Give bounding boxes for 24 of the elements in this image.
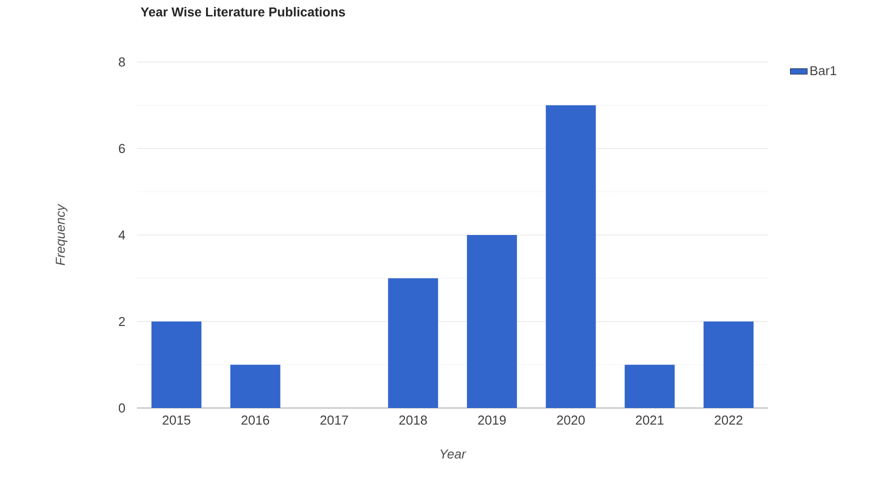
x-tick-label: 2016: [242, 416, 270, 425]
legend-label: Bar1: [810, 66, 836, 76]
bar: [704, 322, 754, 408]
bar: [388, 278, 438, 408]
chart-title: Year Wise Literature Publications: [140, 6, 345, 17]
y-tick-label: 2: [118, 316, 125, 326]
y-tick-label: 6: [118, 144, 125, 154]
bar: [151, 322, 202, 408]
x-axis-title: Year: [440, 450, 466, 459]
bar: [624, 364, 675, 408]
x-tick-label: 2022: [714, 416, 742, 425]
y-axis-title: Frequency: [56, 204, 68, 266]
y-tick-label: 4: [118, 230, 126, 240]
y-tick-label: 0: [118, 403, 125, 413]
x-tick-label: 2015: [162, 416, 190, 425]
x-tick-label: 2019: [478, 416, 506, 425]
y-tick-label: 8: [118, 57, 125, 67]
x-tick-label: 2018: [399, 416, 427, 425]
bar: [546, 105, 596, 408]
bar: [466, 235, 517, 408]
x-tick-label: 2020: [557, 416, 585, 425]
x-tick-label: 2021: [636, 416, 664, 425]
x-tick-label: 2017: [320, 416, 348, 425]
bar: [230, 364, 280, 408]
